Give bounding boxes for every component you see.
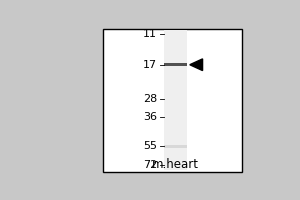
Text: 36: 36 — [143, 112, 157, 122]
Polygon shape — [190, 59, 203, 71]
Bar — [164, 63, 188, 66]
Bar — [164, 30, 188, 170]
Text: 55: 55 — [143, 141, 157, 151]
Text: 28: 28 — [143, 94, 157, 104]
Text: 17: 17 — [143, 60, 157, 70]
Bar — [103, 29, 242, 172]
Bar — [164, 145, 188, 148]
Text: 72: 72 — [143, 160, 157, 170]
Text: 11: 11 — [143, 29, 157, 39]
Text: m.heart: m.heart — [152, 158, 199, 171]
